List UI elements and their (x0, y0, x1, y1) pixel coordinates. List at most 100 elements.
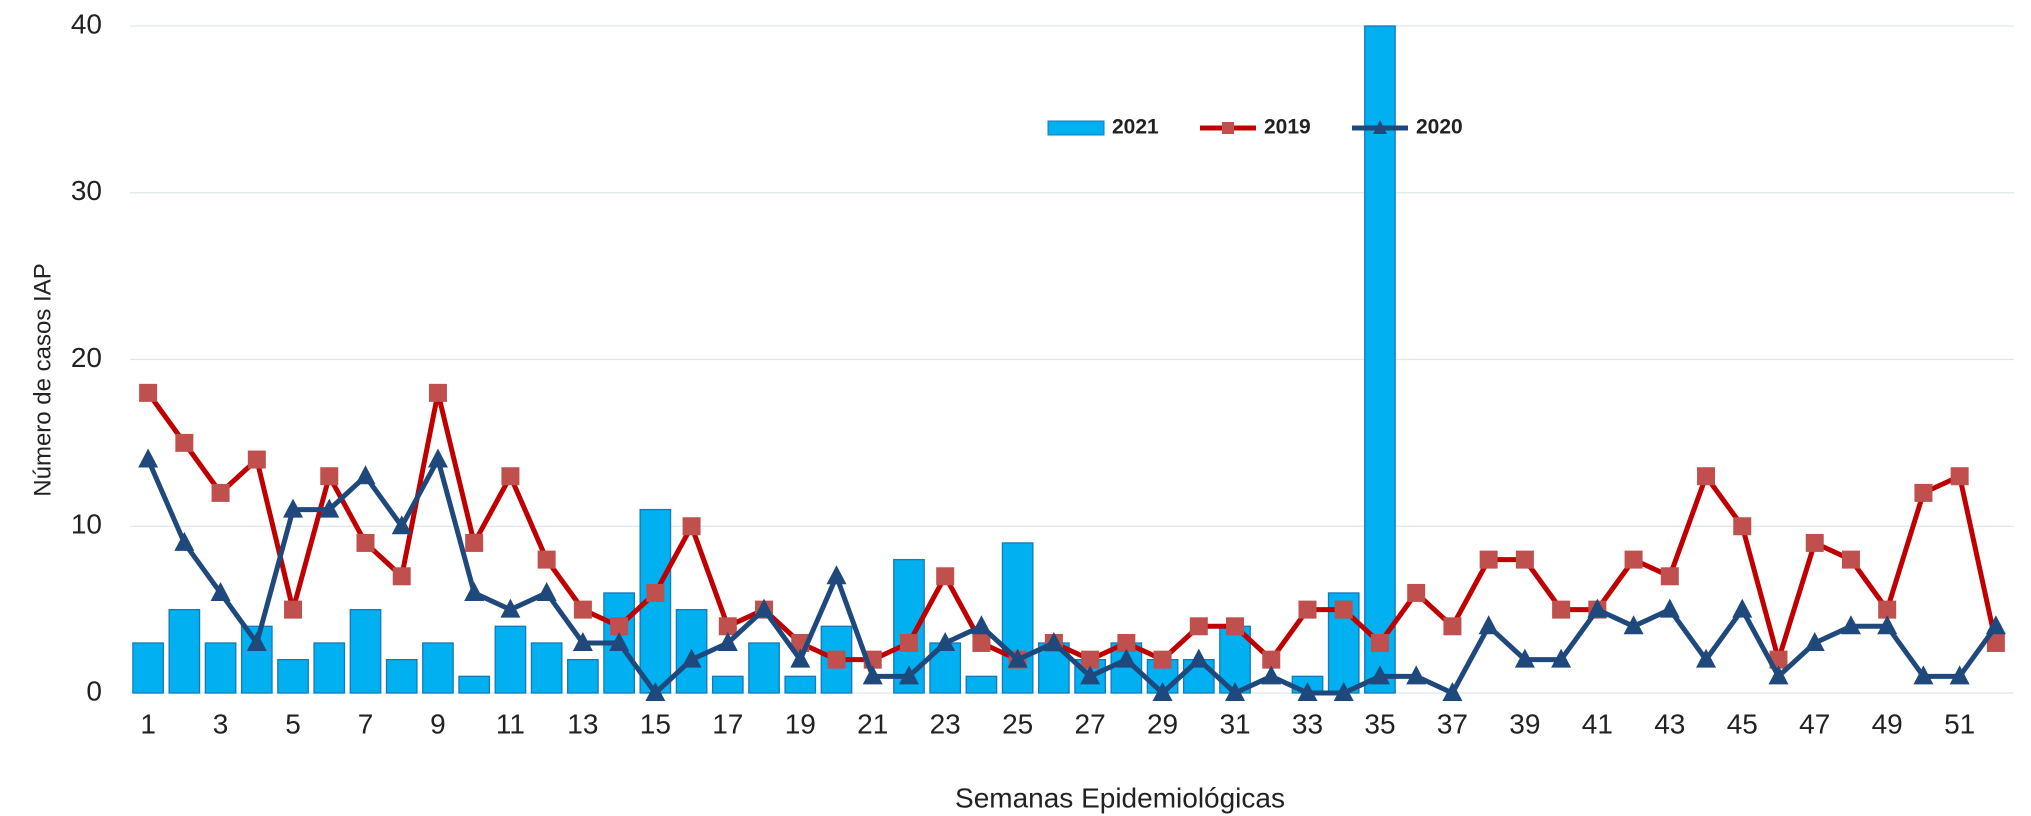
marker (246, 631, 267, 651)
marker (1043, 631, 1064, 651)
x-tick-label: 47 (1799, 708, 1830, 739)
marker (1985, 615, 2006, 635)
marker (1551, 648, 1572, 668)
marker (355, 465, 376, 485)
marker (610, 617, 629, 636)
marker (609, 631, 630, 651)
marker (827, 650, 846, 669)
marker (826, 565, 847, 585)
marker (1950, 467, 1969, 486)
bar (422, 642, 454, 694)
x-tick-label: 9 (430, 708, 446, 739)
marker (1840, 615, 1861, 635)
x-tick-label: 43 (1654, 708, 1685, 739)
marker (465, 533, 484, 552)
marker (646, 583, 665, 602)
marker (790, 648, 811, 668)
marker (500, 598, 521, 618)
marker (1805, 533, 1824, 552)
bar (494, 625, 527, 694)
y-axis-label: Número de casos IAP (29, 263, 56, 496)
marker (356, 533, 375, 552)
marker (247, 450, 266, 469)
marker (1407, 583, 1426, 602)
marker (1515, 550, 1534, 569)
bar (530, 642, 563, 694)
bar (132, 642, 164, 694)
x-tick-label: 11 (496, 708, 525, 739)
marker (464, 581, 485, 601)
marker (899, 633, 918, 652)
marker (1697, 467, 1716, 486)
marker (175, 433, 194, 452)
bar (711, 675, 744, 694)
legend-marker (1373, 120, 1387, 134)
marker (1624, 550, 1643, 569)
bar (1001, 542, 1034, 694)
x-tick-label: 1 (140, 708, 156, 739)
x-tick-label: 3 (213, 708, 229, 739)
marker (1225, 682, 1246, 701)
marker (319, 498, 340, 518)
line (146, 390, 1999, 663)
marker (1370, 633, 1389, 652)
marker (536, 581, 557, 601)
marker (717, 631, 738, 651)
marker (537, 550, 556, 569)
x-tick-label: 21 (857, 708, 888, 739)
x-tick-label: 39 (1509, 708, 1540, 739)
marker (1878, 600, 1897, 619)
y-tick-label: 10 (71, 509, 102, 540)
x-tick-label: 17 (712, 708, 743, 739)
marker (1514, 648, 1535, 668)
marker (1007, 648, 1028, 668)
marker (1188, 648, 1209, 668)
marker (1226, 617, 1245, 636)
marker (681, 648, 702, 668)
marker (428, 383, 447, 402)
marker (284, 600, 303, 619)
bar (748, 642, 780, 694)
line (145, 457, 1998, 696)
x-tick-label: 37 (1437, 708, 1468, 739)
marker (1913, 665, 1934, 685)
marker (1478, 615, 1499, 635)
marker (501, 467, 520, 486)
marker (1587, 598, 1608, 618)
marker (1189, 617, 1208, 636)
marker (754, 598, 775, 618)
marker (1117, 633, 1136, 652)
marker (1298, 600, 1317, 619)
x-tick-label: 33 (1292, 708, 1323, 739)
bar (385, 659, 418, 694)
marker (1733, 517, 1752, 536)
legend-marker (1222, 122, 1234, 134)
marker (320, 467, 339, 486)
marker (1116, 648, 1137, 668)
marker (1696, 648, 1717, 668)
bar (965, 675, 998, 694)
x-tick-label: 23 (930, 708, 961, 739)
marker (1841, 550, 1860, 569)
marker (1949, 665, 1970, 685)
bar (567, 659, 599, 694)
x-tick-label: 19 (785, 708, 816, 739)
marker (139, 383, 158, 402)
x-axis-label: Semanas Epidemiológicas (955, 782, 1285, 813)
marker (138, 448, 159, 468)
marker (211, 483, 230, 502)
x-tick-label: 7 (358, 708, 374, 739)
bar (1364, 25, 1396, 694)
marker (210, 581, 231, 601)
x-tick-label: 15 (640, 708, 671, 739)
marker (862, 665, 883, 685)
marker (935, 631, 956, 651)
marker (971, 615, 992, 635)
marker (898, 665, 919, 685)
y-tick-label: 40 (71, 8, 102, 39)
x-tick-label: 45 (1727, 708, 1758, 739)
marker (1732, 598, 1753, 618)
marker (1443, 617, 1462, 636)
marker (1261, 665, 1282, 685)
